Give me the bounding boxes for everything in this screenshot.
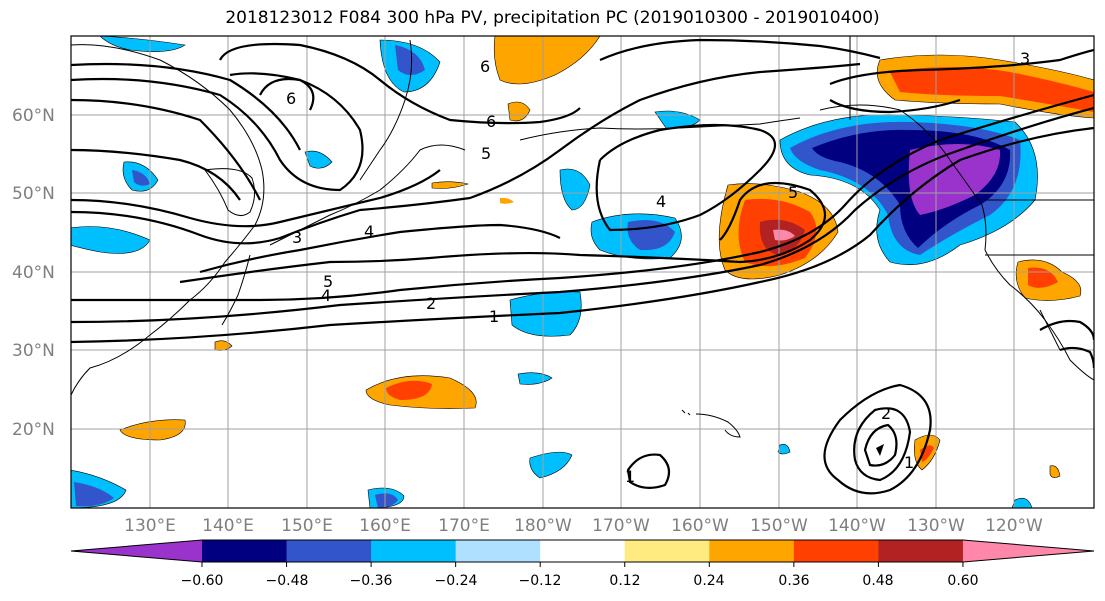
cb-tick-4: −0.12 [519, 573, 562, 589]
lon-label-150e: 150°E [281, 516, 333, 536]
cb-tick-7: 0.36 [778, 573, 809, 589]
pv-label-2b: 2 [881, 404, 891, 423]
lat-label-50n: 50°N [12, 184, 55, 204]
colorbar-bin-9 [878, 540, 963, 562]
pv-label-1b: 1 [625, 467, 635, 486]
lon-label-130w: 130°W [907, 516, 965, 536]
colorbar-bin-4 [456, 540, 541, 562]
pv-label-4a: 4 [656, 192, 666, 211]
lon-label-180w: 180°W [514, 516, 572, 536]
lon-label-170e: 170°E [438, 516, 490, 536]
lon-label-140e: 140°E [202, 516, 254, 536]
lon-label-160w: 160°W [671, 516, 729, 536]
pv-label-1a: 1 [489, 307, 499, 326]
colorbar-bin-2 [287, 540, 372, 562]
lat-label-60n: 60°N [12, 106, 55, 126]
pv-label-3a: 3 [292, 228, 302, 247]
pv-max-marker [876, 444, 884, 456]
pv-label-2a: 2 [426, 294, 436, 313]
pv-label-4c: 4 [321, 286, 331, 305]
colorbar-bin-1 [202, 540, 287, 562]
colorbar-bin-8 [794, 540, 879, 562]
lon-label-170w: 170°W [592, 516, 650, 536]
colorbar-extend-high [963, 540, 1094, 562]
cb-tick-1: −0.48 [266, 573, 309, 589]
latitude-labels: 60°N 50°N 40°N 30°N 20°N [12, 106, 55, 440]
lon-label-140w: 140°W [828, 516, 886, 536]
colorbar-ticks: −0.60 −0.48 −0.36 −0.24 −0.12 0.12 0.24 … [181, 573, 979, 589]
pv-label-1c: 1 [904, 453, 914, 472]
pv-contours [71, 40, 1094, 493]
pv-label-5a: 5 [481, 144, 491, 163]
colorbar [71, 540, 1094, 567]
longitude-labels: 130°E 140°E 150°E 160°E 170°E 180°W 170°… [124, 516, 1043, 536]
colorbar-bin-6 [625, 540, 710, 562]
colorbar-bin-3 [371, 540, 456, 562]
lon-label-150w: 150°W [750, 516, 808, 536]
pv-label-3b: 3 [1020, 49, 1030, 68]
lat-label-30n: 30°N [12, 341, 55, 361]
lat-label-20n: 20°N [12, 420, 55, 440]
pv-label-6b: 6 [480, 57, 490, 76]
pv-label-5b: 5 [788, 183, 798, 202]
cb-tick-0: −0.60 [181, 573, 224, 589]
lon-label-160e: 160°E [359, 516, 411, 536]
pv-label-6c: 6 [486, 112, 496, 131]
pv-label-4b: 4 [364, 222, 374, 241]
cb-tick-8: 0.48 [862, 573, 893, 589]
lon-label-120w: 120°W [985, 516, 1043, 536]
cb-tick-2: −0.36 [350, 573, 393, 589]
gridlines [71, 36, 1094, 508]
cb-tick-5: 0.12 [609, 573, 640, 589]
cb-tick-9: 0.60 [947, 573, 978, 589]
lat-label-40n: 40°N [12, 263, 55, 283]
colorbar-bin-5 [540, 540, 625, 562]
colorbar-extend-low [71, 540, 202, 562]
lon-label-130e: 130°E [124, 516, 176, 536]
pv-label-6a: 6 [286, 89, 296, 108]
cb-tick-6: 0.24 [693, 573, 724, 589]
colorbar-bin-7 [709, 540, 794, 562]
cb-tick-3: −0.24 [435, 573, 478, 589]
